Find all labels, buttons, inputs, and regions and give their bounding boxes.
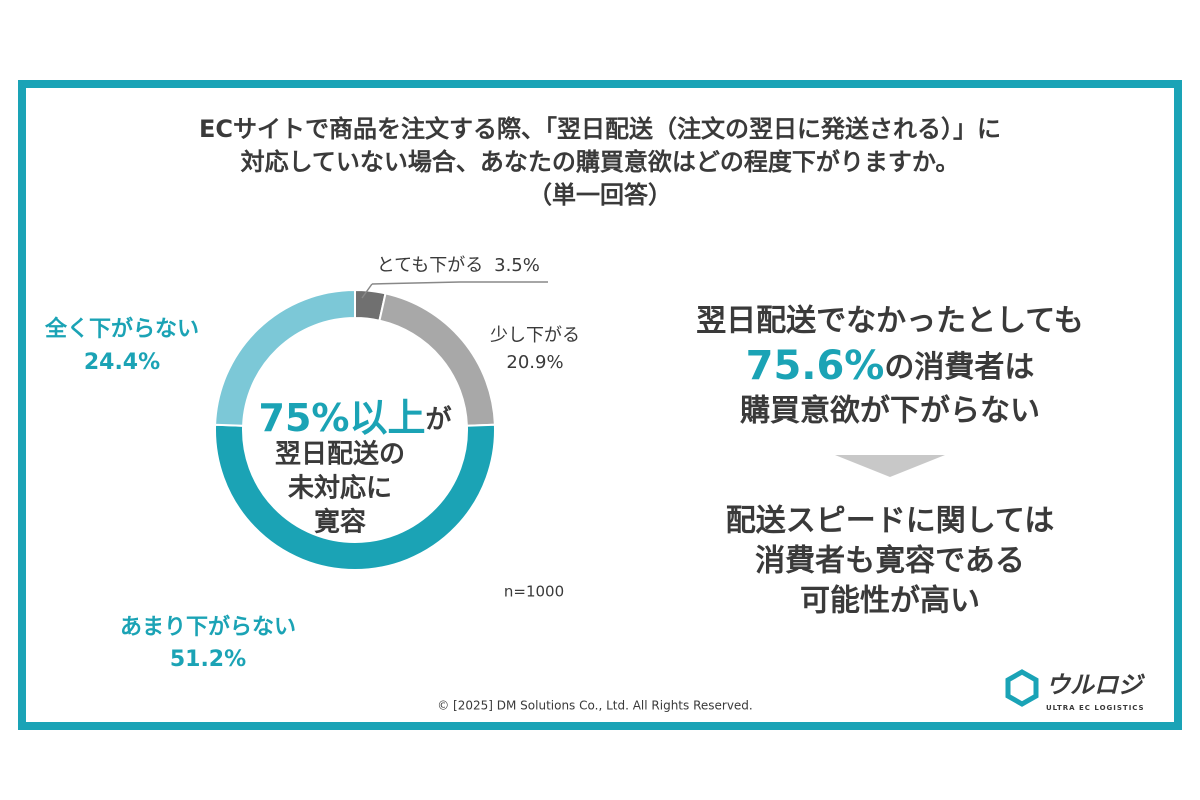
arrow [835,455,945,477]
frame [18,80,1182,730]
center-headline: 75%以上が [259,396,452,440]
slice [214,288,356,427]
category-label: あまり下がらない [120,614,296,640]
conclusion-line: 消費者も寛容である [755,544,1025,579]
conclusion-line: 配送スピードに関しては [726,504,1055,539]
slice [214,423,496,571]
summary-line: 翌日配送でなかったとしても [696,304,1084,339]
value-label: 3.5% [494,255,540,276]
summary-line: 75.6%の消費者は [746,343,1035,389]
category-label: 少し下がる [490,325,580,346]
summary-line: 購買意欲が下がらない [740,394,1040,429]
center-suffix: が [425,404,451,435]
logo: ウルロジ ULTRA EC LOGISTICS [1005,669,1145,712]
category-label: 全く下がらない [44,316,199,342]
logo-text: ウルロジ [1046,671,1145,699]
center-highlight: 75%以上 [259,396,426,440]
title-line: 対応していない場合、あなたの購買意欲はどの程度下がりますか。 [241,148,960,176]
value-label: 24.4% [84,350,160,375]
title-line: （単一回答） [528,181,672,209]
logo-icon [1005,669,1039,707]
value-label: 20.9% [506,352,563,373]
sample-size: n=1000 [504,583,564,601]
center-line: 翌日配送の [275,440,405,470]
center-line: 寛容 [314,507,366,538]
donut [214,288,496,571]
center-line: 未対応に [288,473,392,504]
logo-sub: ULTRA EC LOGISTICS [1046,704,1145,712]
category-label: とても下がる [377,255,484,276]
title-line: ECサイトで商品を注文する際、「翌日配送（注文の翌日に発送される）」に [199,115,1001,143]
leader-line [371,281,461,285]
copyright: © [2025] DM Solutions Co., Ltd. All Righ… [437,699,753,713]
value-label: 51.2% [170,647,246,672]
leader-line [361,283,373,299]
summary-suffix: の消費者は [884,350,1034,385]
conclusion-line: 可能性が高い [800,584,980,619]
summary-highlight: 75.6% [746,343,885,389]
